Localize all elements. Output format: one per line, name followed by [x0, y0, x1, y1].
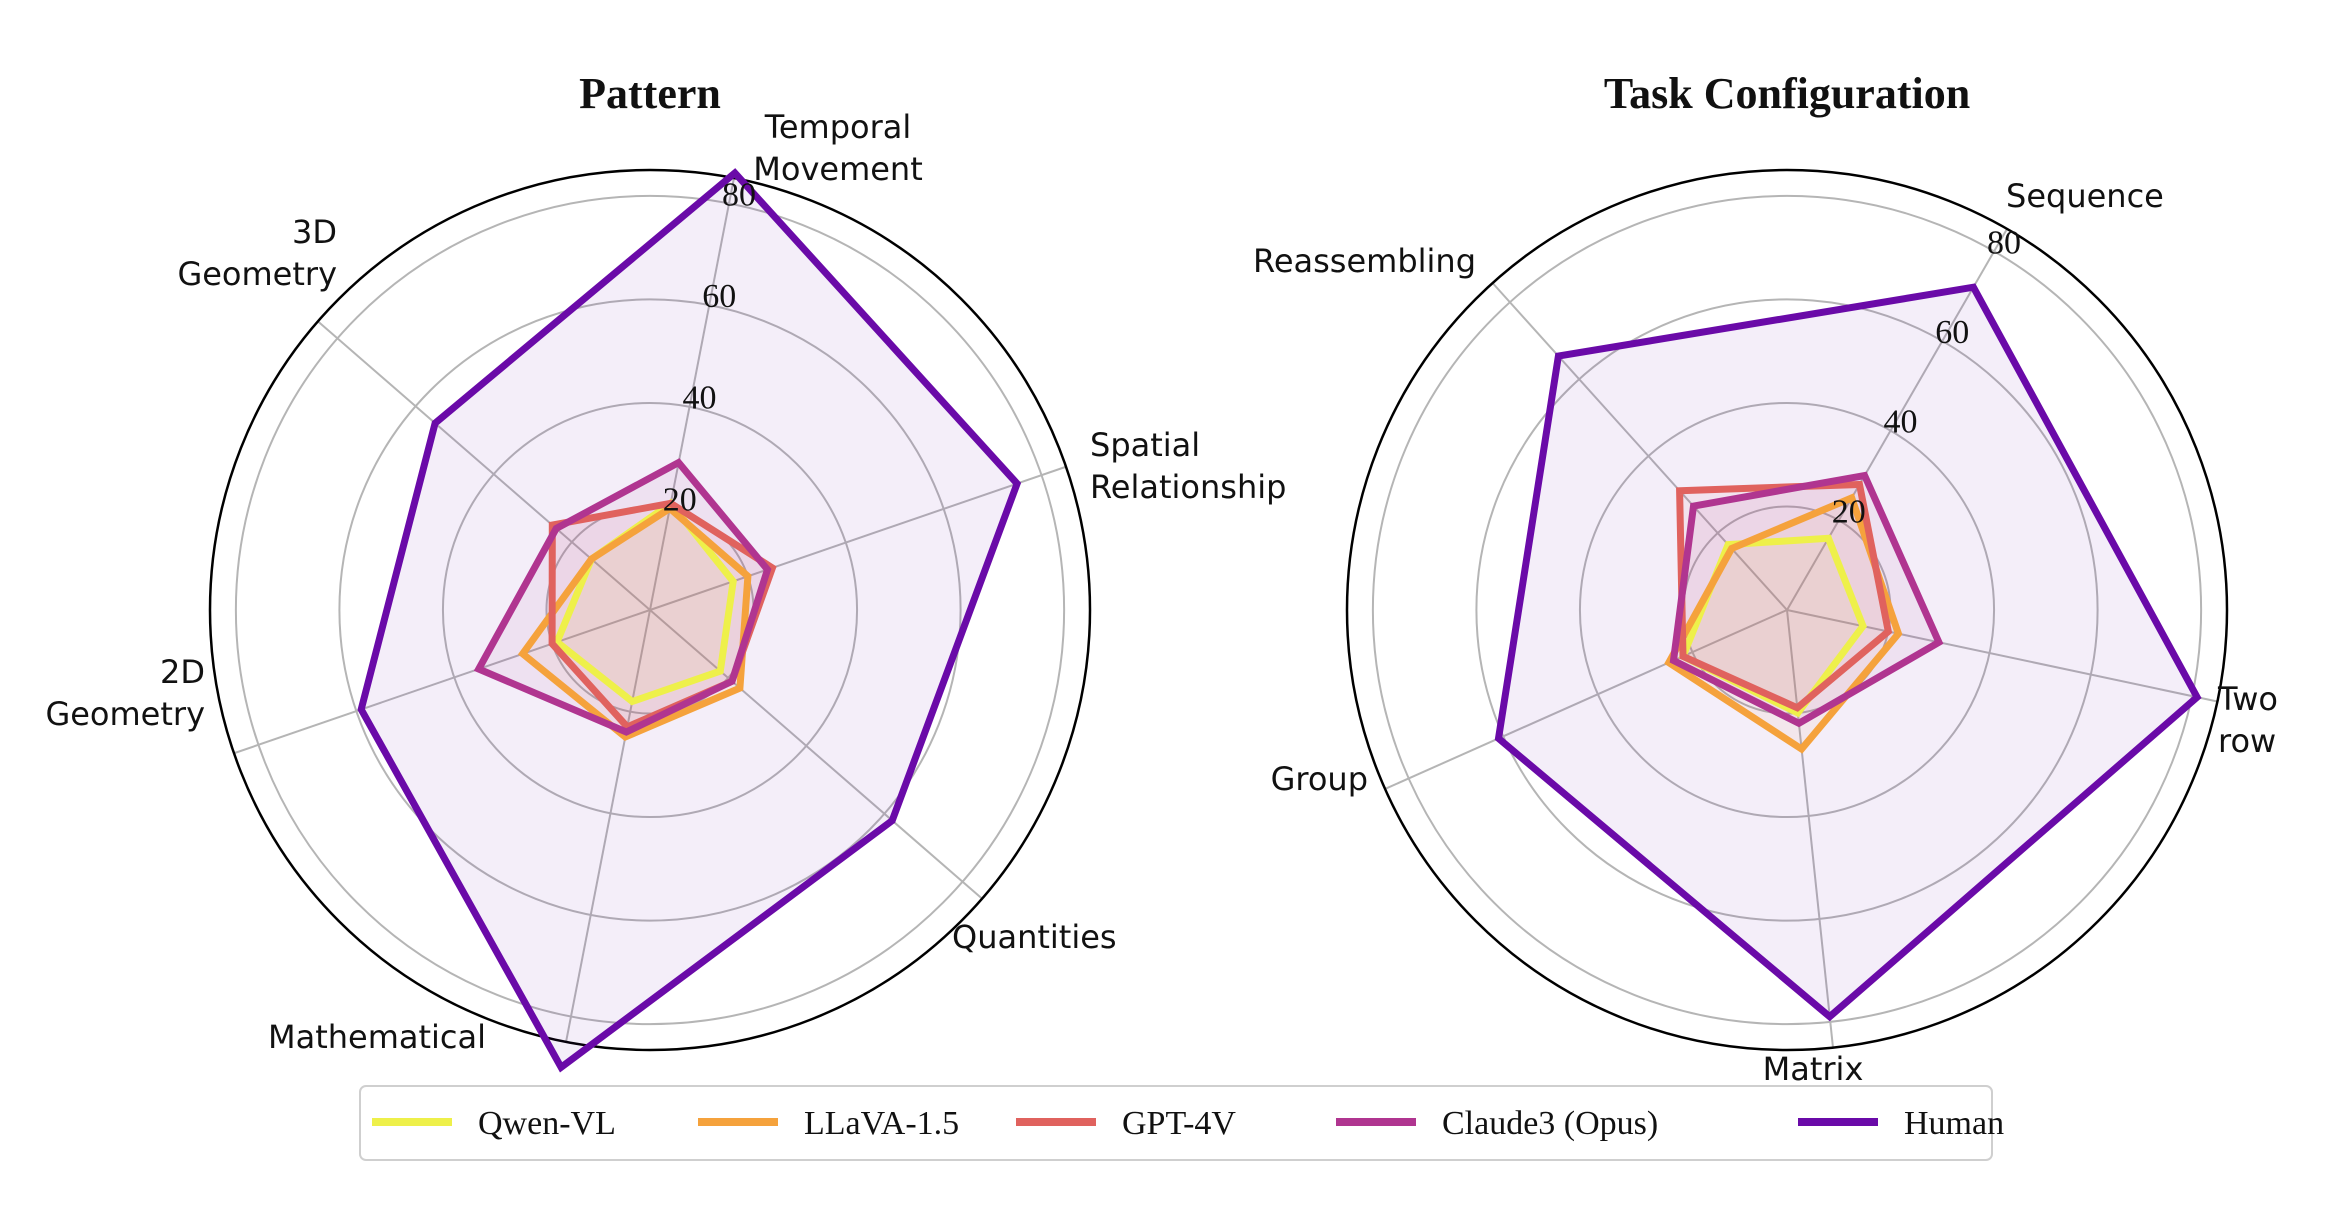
- spoke-3d-geometry: [317, 320, 651, 611]
- grid-ring-80: [1371, 194, 2203, 1026]
- axis-label-2d-geometry: 2D Geometry: [45, 653, 205, 733]
- outer-ring: [208, 168, 1092, 1052]
- spoke-matrix: [1786, 609, 1834, 1048]
- grid-ring-60: [1475, 298, 2099, 922]
- r-tick-label: 20: [663, 481, 697, 518]
- axis-label-reassembling: Reassembling: [1253, 242, 1476, 280]
- spoke-reassembling: [1491, 282, 1788, 611]
- axis-label-group: Group: [1271, 760, 1368, 798]
- task-configuration-radar-chart: Task Configuration 20 40 60 80 Sequence Two row…: [1253, 69, 2278, 1088]
- spoke-temporal-movement: [649, 177, 735, 611]
- r-tick-label: 20: [1832, 493, 1866, 530]
- spoke-sequence: [1786, 228, 2008, 611]
- spoke-2d-geometry: [233, 609, 651, 755]
- grid-ring-40: [441, 401, 859, 819]
- grid-ring-80: [234, 194, 1066, 1026]
- r-tick-label: 60: [702, 278, 736, 315]
- series-line-human: [357, 168, 1022, 1073]
- series-fill-human: [361, 173, 1018, 1068]
- axis-label-two-row: Two row: [2217, 680, 2278, 760]
- r-tick-label: 60: [1935, 314, 1969, 351]
- legend-label-llava-1-5: LLaVA-1.5: [804, 1105, 959, 1142]
- grid-ring-40: [1578, 401, 1996, 819]
- axis-label-sequence: Sequence: [2006, 177, 2164, 215]
- legend-label-human: Human: [1904, 1105, 2004, 1142]
- spoke-mathematical: [565, 609, 651, 1043]
- series-line-gpt-4v: [1676, 480, 1893, 712]
- series-fill-qwen-vl: [1683, 538, 1863, 713]
- spoke-group: [1384, 609, 1788, 790]
- legend-box: [359, 1085, 1993, 1161]
- series-line-claude3-opus: [1669, 471, 1944, 728]
- spoke-spatial-relationship: [649, 465, 1067, 611]
- outer-ring: [1345, 168, 2229, 1052]
- r-tick-label: 80: [722, 176, 756, 213]
- series-line-claude3-opus: [473, 458, 772, 736]
- r-tick-label: 40: [1884, 404, 1918, 441]
- legend-label-gpt-4v: GPT-4V: [1122, 1105, 1236, 1142]
- axis-label-matrix: Matrix: [1763, 1050, 1864, 1088]
- r-tick-label: 80: [1987, 224, 2021, 261]
- spoke-two-row: [1786, 609, 2218, 703]
- series-line-llava-1-5: [517, 504, 752, 742]
- series-fill-gpt-4v: [1679, 484, 1889, 708]
- series-line-gpt-4v: [548, 499, 777, 732]
- axis-label-temporal-movement: Temporal Movement: [753, 108, 923, 188]
- axis-label-mathematical: Mathematical: [268, 1018, 486, 1056]
- chart-title: Pattern: [579, 69, 721, 118]
- legend: Qwen-VL LLaVA-1.5 GPT-4V Claude3 (Opus) Huma…: [359, 1085, 2004, 1161]
- legend-label-claude3-opus: Claude3 (Opus): [1442, 1105, 1658, 1142]
- series-line-human: [1494, 283, 2202, 1022]
- spoke-quantities: [649, 609, 983, 900]
- chart-title: Task Configuration: [1604, 69, 1970, 118]
- axis-label-quantities: Quantities: [952, 918, 1117, 956]
- axis-label-3d-geometry: 3D Geometry: [177, 213, 337, 293]
- grid-ring-60: [338, 298, 962, 922]
- series-line-llava-1-5: [1664, 493, 1903, 754]
- r-tick-label: 40: [683, 380, 717, 417]
- legend-label-qwen-vl: Qwen-VL: [478, 1105, 616, 1142]
- axis-label-spatial-relationship: Spatial Relationship: [1090, 426, 1286, 506]
